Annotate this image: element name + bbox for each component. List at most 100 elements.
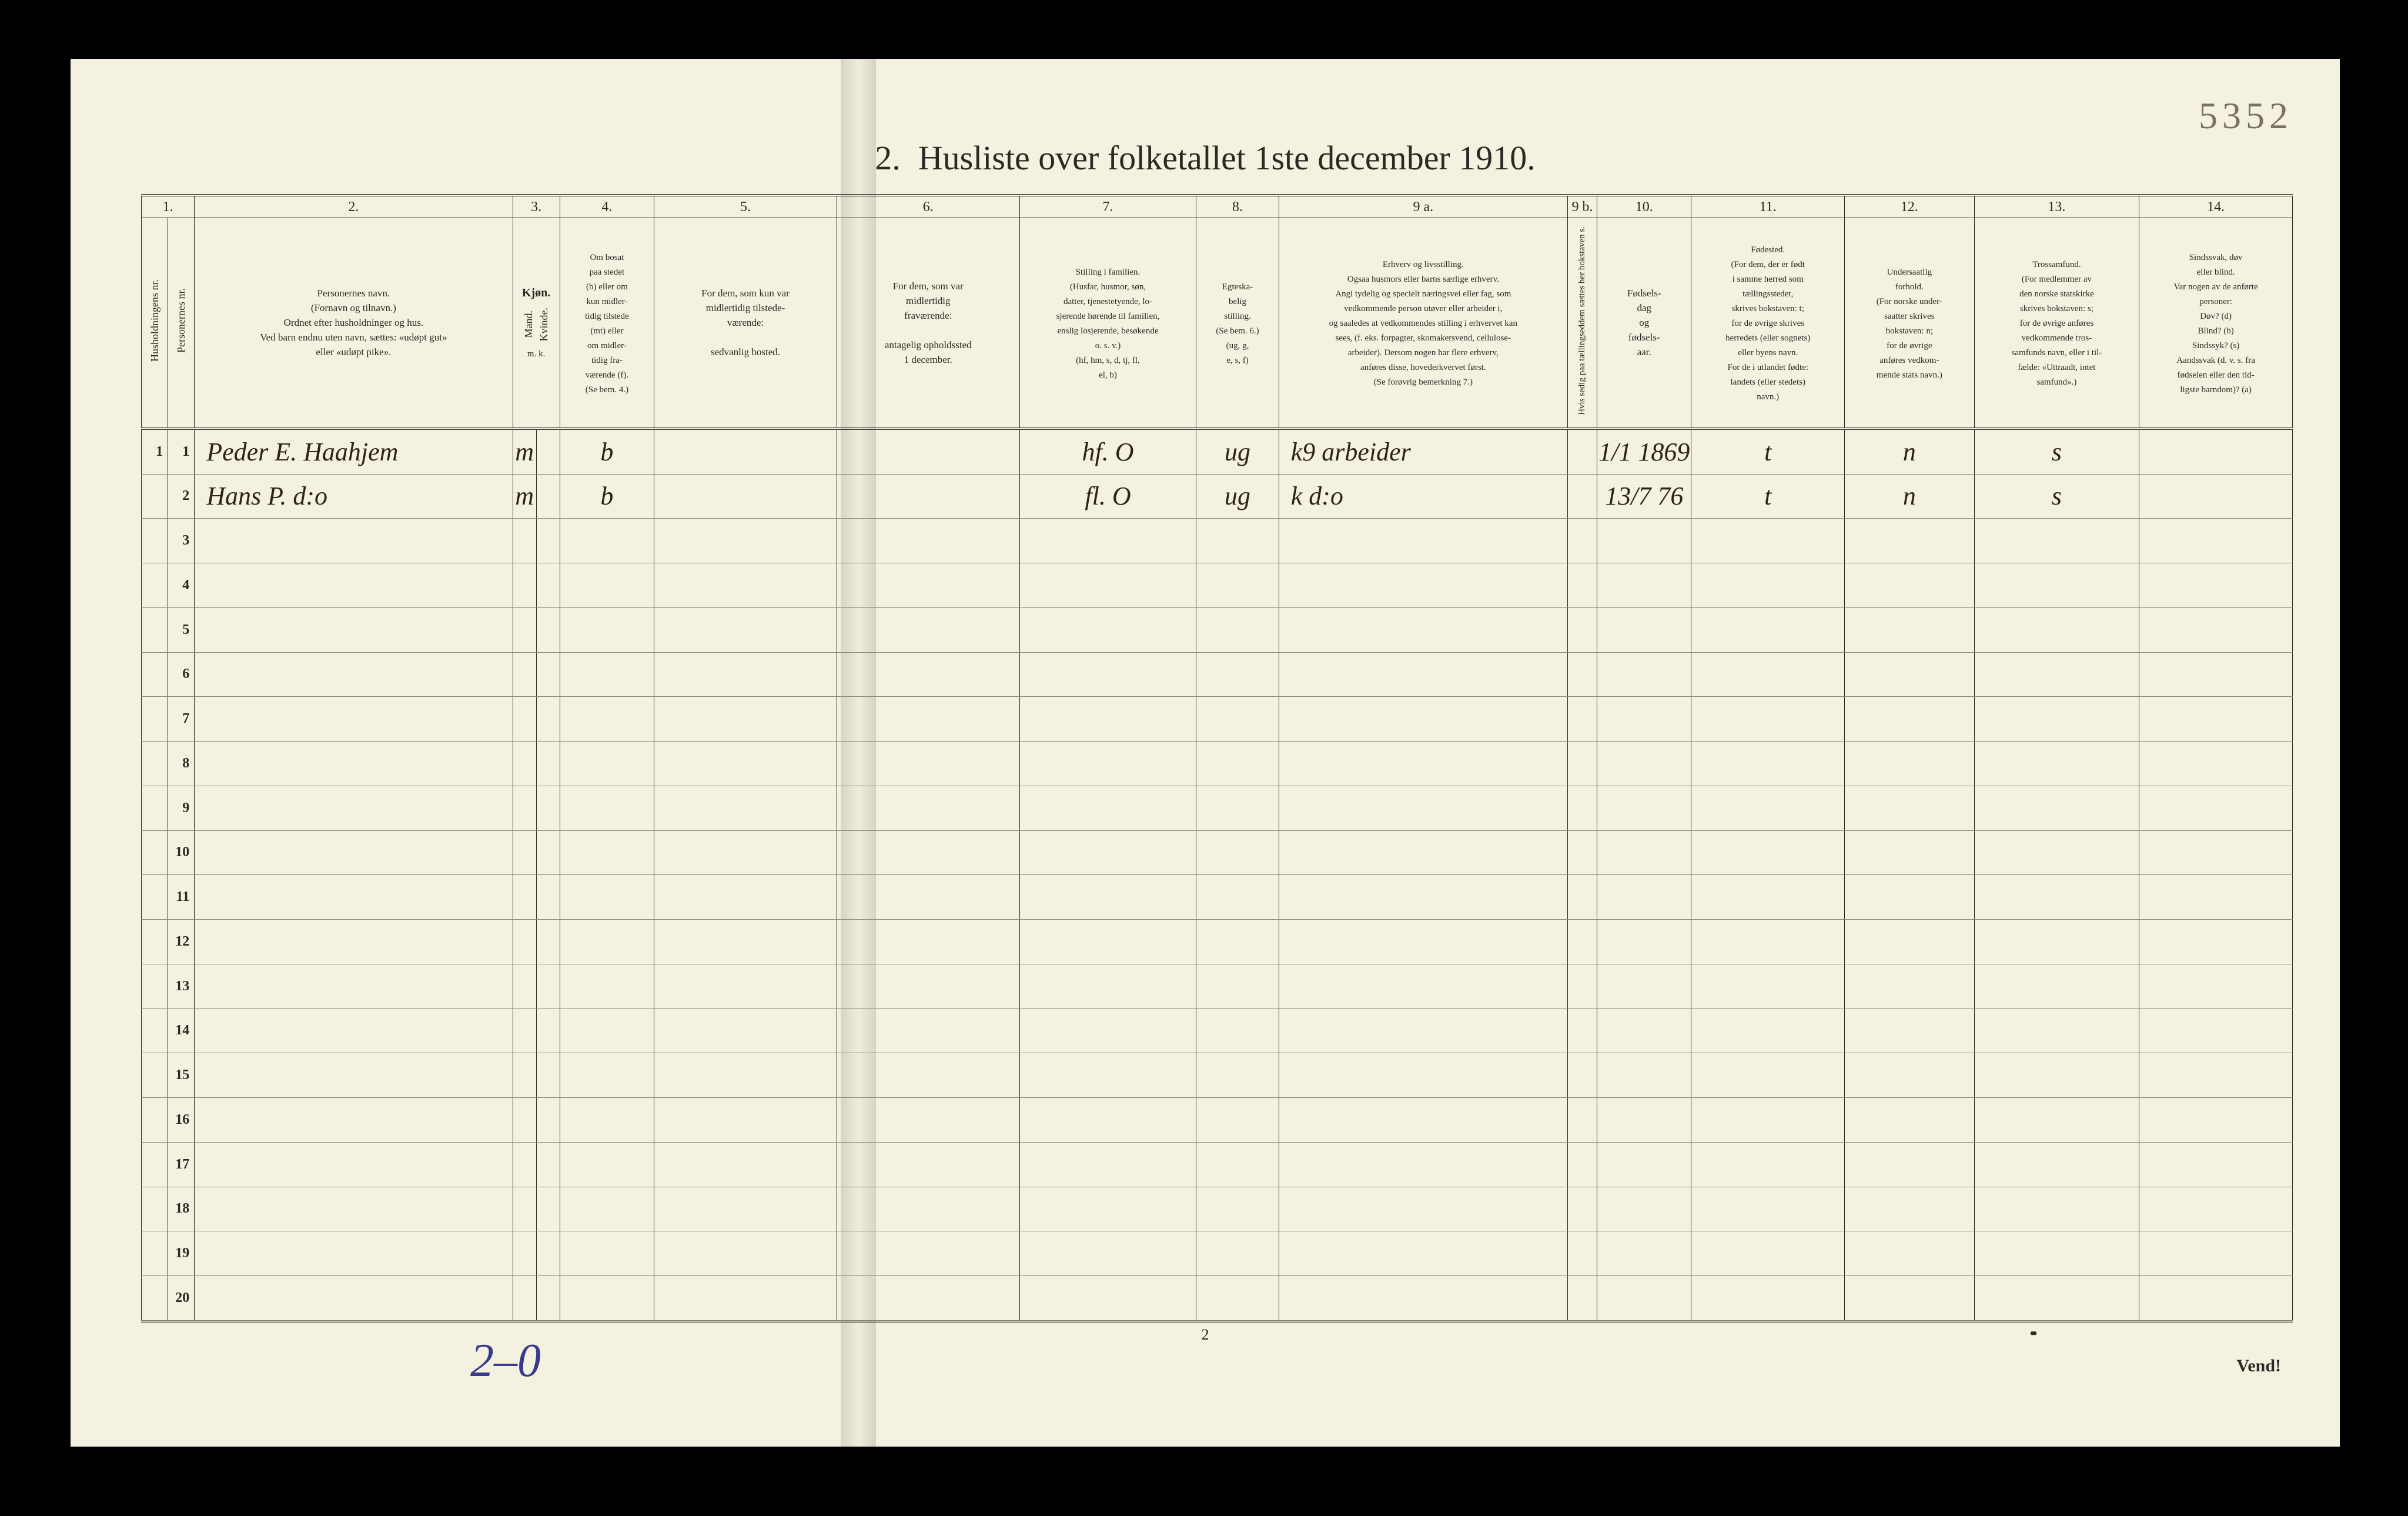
table-cell (513, 742, 536, 786)
table-cell (1974, 1142, 2139, 1187)
table-cell (1279, 742, 1567, 786)
table-cell (1974, 964, 2139, 1009)
table-cell (1567, 830, 1597, 875)
colnum-12: 12. (1845, 196, 1975, 218)
table-cell (654, 1187, 837, 1231)
table-cell (142, 607, 168, 652)
table-cell (536, 519, 560, 563)
table-cell (1691, 652, 1845, 697)
table-cell (1567, 920, 1597, 964)
table-cell (1845, 1276, 1975, 1321)
table-cell (837, 742, 1019, 786)
table-row: 10 (142, 830, 2293, 875)
colnum-11: 11. (1691, 196, 1845, 218)
table-cell (195, 1187, 513, 1231)
table-cell (142, 875, 168, 920)
table-cell (1196, 697, 1279, 742)
table-cell (837, 1276, 1019, 1321)
table-cell (1196, 1276, 1279, 1321)
table-cell (1567, 563, 1597, 608)
table-cell (513, 519, 536, 563)
table-cell (1845, 697, 1975, 742)
table-cell (1279, 786, 1567, 830)
footer-page-number: 2 (71, 1326, 2340, 1344)
table-cell (1567, 607, 1597, 652)
table-cell (2139, 1231, 2293, 1276)
table-cell (1845, 786, 1975, 830)
table-row: 9 (142, 786, 2293, 830)
table-cell (1974, 607, 2139, 652)
table-cell (1567, 1053, 1597, 1098)
table-cell (2139, 1053, 2293, 1098)
table-cell (513, 607, 536, 652)
table-cell (654, 1053, 837, 1098)
table-cell (560, 1053, 654, 1098)
table-cell (142, 742, 168, 786)
header-c11: Fødested. (For dem, der er født i samme … (1691, 218, 1845, 429)
header-c13: Trossamfund. (For medlemmer av den norsk… (1974, 218, 2139, 429)
table-row: 3 (142, 519, 2293, 563)
table-cell (1196, 1053, 1279, 1098)
colnum-13: 13. (1974, 196, 2139, 218)
table-cell (1019, 519, 1196, 563)
table-row: 13 (142, 964, 2293, 1009)
table-cell (837, 563, 1019, 608)
header-c7: Stilling i familien. (Husfar, husmor, sø… (1019, 218, 1196, 429)
table-cell (1597, 964, 1691, 1009)
header-c3: Kjøn. Mand. Kvinde. m. k. (513, 218, 560, 429)
table-cell: k9 arbeider (1279, 429, 1567, 474)
table-cell: 11 (168, 875, 195, 920)
table-cell (1691, 1187, 1845, 1231)
table-cell (195, 875, 513, 920)
table-cell (1196, 830, 1279, 875)
table-cell (142, 1053, 168, 1098)
table-row: 12 (142, 920, 2293, 964)
table-cell (1597, 786, 1691, 830)
table-cell (1974, 697, 2139, 742)
table-cell (654, 607, 837, 652)
table-cell: n (1845, 429, 1975, 474)
table-cell: 1 (168, 429, 195, 474)
table-cell (1019, 1053, 1196, 1098)
table-cell (1845, 519, 1975, 563)
table-cell (513, 697, 536, 742)
table-cell: 1 (142, 429, 168, 474)
table-cell (536, 474, 560, 519)
colnum-3: 3. (513, 196, 560, 218)
table-cell: t (1691, 474, 1845, 519)
table-cell (536, 1142, 560, 1187)
table-cell: b (560, 474, 654, 519)
table-cell (1019, 1187, 1196, 1231)
table-cell (195, 519, 513, 563)
table-cell (1567, 1231, 1597, 1276)
table-cell (1597, 652, 1691, 697)
table-cell (1845, 920, 1975, 964)
table-cell: 3 (168, 519, 195, 563)
table-cell: 15 (168, 1053, 195, 1098)
table-cell (654, 875, 837, 920)
table-cell (142, 1142, 168, 1187)
table-cell (654, 1098, 837, 1143)
table-cell (837, 652, 1019, 697)
table-cell (837, 429, 1019, 474)
table-body: 11Peder E. Haahjemmbhf. Ougk9 arbeider1/… (142, 429, 2293, 1321)
table-cell (2139, 875, 2293, 920)
table-cell (1019, 652, 1196, 697)
table-row: 19 (142, 1231, 2293, 1276)
table-cell (560, 1009, 654, 1053)
table-cell (1019, 875, 1196, 920)
table-cell: k d:o (1279, 474, 1567, 519)
table-cell (513, 1231, 536, 1276)
table-cell (654, 830, 837, 875)
table-cell (1567, 1187, 1597, 1231)
table-cell (1974, 920, 2139, 964)
table-cell (536, 563, 560, 608)
table-cell (536, 786, 560, 830)
table-cell (837, 1187, 1019, 1231)
table-cell (1196, 742, 1279, 786)
table-cell (560, 1187, 654, 1231)
table-cell (142, 830, 168, 875)
table-cell (2139, 519, 2293, 563)
table-cell (1974, 1009, 2139, 1053)
table-row: 6 (142, 652, 2293, 697)
